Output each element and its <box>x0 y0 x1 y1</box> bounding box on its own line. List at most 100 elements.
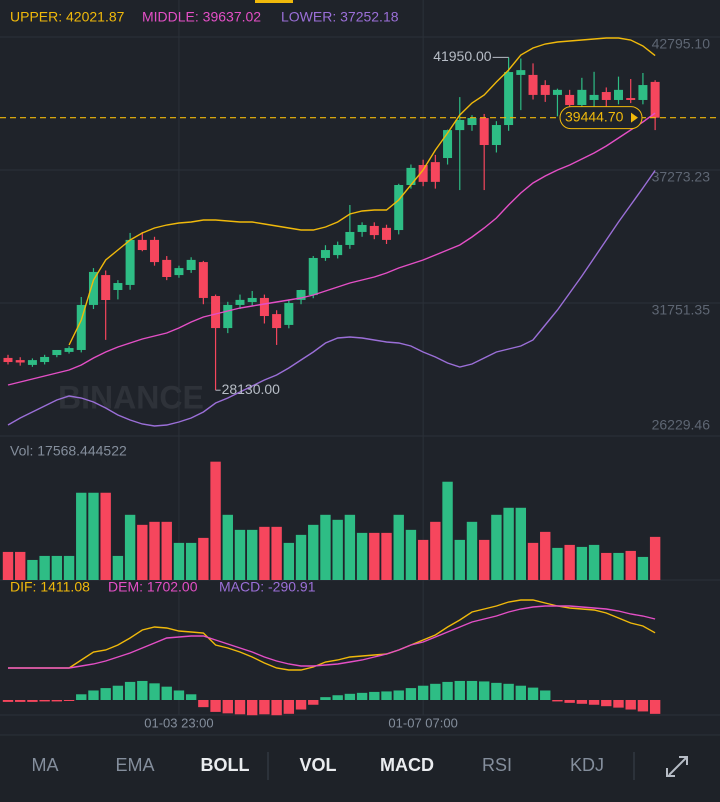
macd-bar <box>149 683 160 700</box>
volume-bar <box>198 537 209 580</box>
indicator-tab[interactable]: EMA <box>115 755 154 775</box>
volume-bar <box>552 547 563 580</box>
volume-bar <box>149 521 160 580</box>
volume-bar <box>649 536 661 580</box>
volume-bar <box>295 534 307 580</box>
last-price-label: 39444.70 <box>565 108 624 124</box>
macd-bar <box>356 692 368 700</box>
candle-body <box>614 89 623 100</box>
candle-body <box>259 297 269 317</box>
macd-bar <box>588 700 600 705</box>
volume-bar <box>454 539 465 580</box>
candle-body <box>516 70 526 75</box>
candle-body <box>552 89 562 95</box>
volume-bar <box>405 529 417 580</box>
macd-bar <box>88 690 99 700</box>
macd-bar <box>271 700 282 716</box>
volume-bar <box>625 550 636 580</box>
macd-bar <box>466 680 478 700</box>
volume-bar <box>637 556 649 580</box>
macd-bar <box>430 683 441 700</box>
candle-body <box>223 304 233 329</box>
candle-body <box>369 225 379 236</box>
indicator-tab[interactable]: KDJ <box>570 755 604 775</box>
y-tick-label: 31751.35 <box>652 302 711 318</box>
candle-body <box>125 239 135 285</box>
macd-line <box>8 599 656 671</box>
volume-label: Vol: 17568.444522 <box>10 443 127 459</box>
candle-body <box>211 296 221 329</box>
candle-body <box>88 271 98 305</box>
volume-bar <box>100 492 111 580</box>
candle-body <box>382 227 392 240</box>
macd-bar <box>527 687 539 700</box>
macd-bar <box>381 691 392 700</box>
candle-body <box>296 290 306 300</box>
candle-body <box>150 239 160 263</box>
volume-bar <box>588 544 600 580</box>
volume-bar <box>308 524 319 580</box>
annotation-label: 28130.00 <box>222 381 281 397</box>
volume-bar <box>576 546 588 580</box>
macd-bar <box>2 700 14 702</box>
macd-bar <box>601 700 612 707</box>
legend-label: LOWER: 37252.18 <box>281 9 399 25</box>
candle-body <box>186 259 196 271</box>
candle-body <box>443 130 453 159</box>
volume-bar <box>2 551 14 580</box>
candle-body <box>15 360 25 363</box>
volume-bar <box>491 514 502 580</box>
volume-bar <box>515 507 527 580</box>
volume-bar <box>222 514 233 580</box>
volume-bar <box>15 551 26 580</box>
candle-body <box>589 94 599 100</box>
candle-body <box>113 283 123 291</box>
y-tick-label: 37273.23 <box>652 169 711 185</box>
volume-bar <box>210 461 221 580</box>
macd-bar <box>308 700 319 705</box>
macd-bar <box>247 700 258 716</box>
volume-bar <box>88 492 99 580</box>
candle-body <box>394 184 404 231</box>
macd-legend: DIF: 1411.08 <box>10 579 90 595</box>
macd-bar <box>222 700 233 714</box>
volume-bar <box>271 526 282 580</box>
candle-body <box>333 244 343 256</box>
indicator-tab[interactable]: VOL <box>299 755 336 775</box>
candle-body <box>528 74 538 95</box>
candle-body <box>504 72 514 126</box>
volume-bar <box>39 555 50 580</box>
macd-bar <box>576 700 588 704</box>
volume-bar <box>466 521 478 580</box>
macd-bar <box>625 700 636 710</box>
volume-bar <box>601 552 612 580</box>
candle-body <box>235 299 245 305</box>
last-price-arrow <box>631 112 638 123</box>
macd-bar <box>283 700 295 714</box>
expand-icon[interactable] <box>666 756 688 777</box>
candle-body <box>650 81 660 118</box>
volume-bar <box>185 542 197 580</box>
y-tick-label: 42795.10 <box>652 36 711 52</box>
candle-body <box>491 125 501 146</box>
watermark: BINANCE <box>58 379 204 415</box>
macd-bar <box>234 700 246 715</box>
candle-body <box>3 357 13 363</box>
volume-bar <box>27 559 38 580</box>
indicator-tab[interactable]: BOLL <box>201 755 250 775</box>
indicator-tab[interactable]: RSI <box>482 755 512 775</box>
volume-bar <box>503 507 514 580</box>
macd-bar <box>503 683 514 700</box>
volume-bar <box>540 531 551 580</box>
volume-bar <box>613 552 624 580</box>
last-price-tag[interactable] <box>559 106 643 130</box>
indicator-tab[interactable]: MACD <box>380 755 434 775</box>
x-tick-label: 01-07 07:00 <box>388 715 457 730</box>
volume-bar <box>63 555 75 580</box>
indicator-tab[interactable]: MA <box>32 755 59 775</box>
macd-bar <box>405 688 417 700</box>
macd-bar <box>393 690 404 700</box>
volume-bar <box>234 529 246 580</box>
macd-bar <box>112 685 124 700</box>
